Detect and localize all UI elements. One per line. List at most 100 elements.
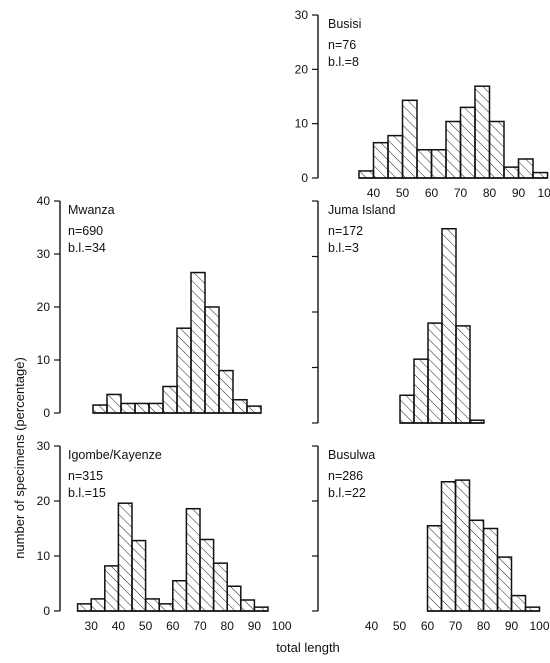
panel-juma-island: Juma Island n=172 b.l.=3 [312, 201, 484, 423]
histogram-bar [241, 600, 255, 611]
histogram-bar [163, 387, 177, 414]
x-tick-label: 100 [537, 186, 550, 200]
histogram-bar [475, 86, 490, 178]
x-tick-label: 50 [393, 619, 407, 633]
panel-n-label: n=172 [328, 224, 363, 238]
x-tick-label: 100 [529, 619, 549, 633]
panel-title: Igombe/Kayenze [68, 448, 162, 462]
histogram-bar [446, 121, 461, 178]
histogram-bar [200, 540, 214, 612]
histogram-bar [519, 159, 534, 178]
x-tick-label: 60 [425, 186, 439, 200]
histogram-bar [91, 599, 105, 611]
y-tick-label: 40 [37, 194, 51, 208]
histogram-bar [403, 100, 418, 178]
panel-bl-label: b.l.=34 [68, 241, 106, 255]
histogram-bar [227, 586, 241, 611]
histogram-bar [504, 167, 519, 178]
histogram-bar [186, 509, 200, 611]
histogram-bar [456, 480, 470, 611]
histogram-bar [461, 107, 476, 178]
panel-bl-label: b.l.=8 [328, 55, 359, 69]
y-tick-label: 10 [37, 549, 51, 563]
y-tick-label: 10 [295, 117, 309, 131]
x-tick-label: 50 [139, 619, 153, 633]
histogram-bar [359, 171, 374, 178]
x-tick-label: 70 [449, 619, 463, 633]
histogram-bar [107, 394, 121, 413]
x-tick-label: 60 [421, 619, 435, 633]
histogram-bar [490, 121, 505, 178]
panel-n-label: n=76 [328, 38, 356, 52]
histogram-bar [432, 150, 447, 178]
histogram-bar [247, 406, 261, 413]
histogram-bar [400, 395, 414, 423]
histogram-bar [135, 403, 149, 413]
panel-n-label: n=690 [68, 224, 103, 238]
panel-busisi: 3020100405060708090100Busisin=76b.l.=8 [295, 8, 550, 200]
panel-n-label: n=315 [68, 469, 103, 483]
x-tick-label: 90 [248, 619, 262, 633]
y-tick-label: 0 [43, 406, 50, 420]
histogram-bar [205, 307, 219, 413]
y-tick-label: 20 [37, 494, 51, 508]
x-tick-label: 40 [112, 619, 126, 633]
x-tick-label: 70 [454, 186, 468, 200]
histogram-bar [456, 326, 470, 423]
histogram-bar [388, 136, 403, 178]
histogram-bar [78, 604, 92, 611]
histogram-bar [121, 403, 135, 413]
histogram-bar [219, 371, 233, 413]
x-tick-label: 40 [367, 186, 381, 200]
histogram-bar [484, 529, 498, 612]
x-tick-label: 80 [483, 186, 497, 200]
y-tick-label: 20 [295, 62, 309, 76]
histogram-bar [442, 482, 456, 611]
y-tick-label: 30 [295, 8, 309, 22]
x-tick-label: 90 [512, 186, 526, 200]
panel-n-label: n=286 [328, 469, 363, 483]
histogram-bar [442, 229, 456, 423]
panel-bl-label: b.l.=15 [68, 486, 106, 500]
histogram-bar [118, 503, 132, 611]
histogram-bar [470, 520, 484, 611]
y-tick-label: 10 [37, 353, 51, 367]
panel-title: Juma Island [328, 203, 395, 217]
histogram-bar [512, 596, 526, 611]
y-tick-label: 20 [37, 300, 51, 314]
histogram-bar [414, 359, 428, 423]
panel-mwanza: 40 30 20 10 0 Mwanza n=690 b.l.=34 [37, 194, 261, 420]
x-tick-label: 60 [166, 619, 180, 633]
panel-title: Busulwa [328, 448, 375, 462]
histogram-bar [533, 173, 548, 178]
histogram-bar [93, 405, 107, 413]
histogram-bar [146, 599, 160, 611]
histogram-bar [159, 604, 173, 611]
histogram-bar [374, 143, 389, 178]
x-tick-label: 30 [85, 619, 99, 633]
histogram-bar [132, 541, 146, 611]
histogram-bar [177, 328, 191, 413]
histogram-bar [191, 273, 205, 413]
x-tick-label: 100 [272, 619, 292, 633]
panel-bl-label: b.l.=3 [328, 241, 359, 255]
x-tick-label: 80 [477, 619, 491, 633]
y-tick-label: 30 [37, 439, 51, 453]
histogram-bar [105, 566, 119, 611]
histogram-bar [498, 557, 512, 611]
panel-title: Busisi [328, 17, 361, 31]
panel-busulwa: 40 50 60 70 80 90 100 Busulwa n=286 b.l.=22 [312, 446, 550, 633]
y-tick-label: 0 [301, 171, 308, 185]
histogram-bar [214, 563, 228, 611]
histogram-bar [149, 403, 163, 413]
x-tick-label: 50 [396, 186, 410, 200]
histogram-bar [233, 400, 247, 413]
panel-bl-label: b.l.=22 [328, 486, 366, 500]
histogram-bar [428, 526, 442, 611]
x-tick-label: 80 [221, 619, 235, 633]
panel-title: Mwanza [68, 203, 115, 217]
x-tick-label: 40 [365, 619, 379, 633]
y-axis-label: number of specimens (percentage) [12, 357, 27, 559]
